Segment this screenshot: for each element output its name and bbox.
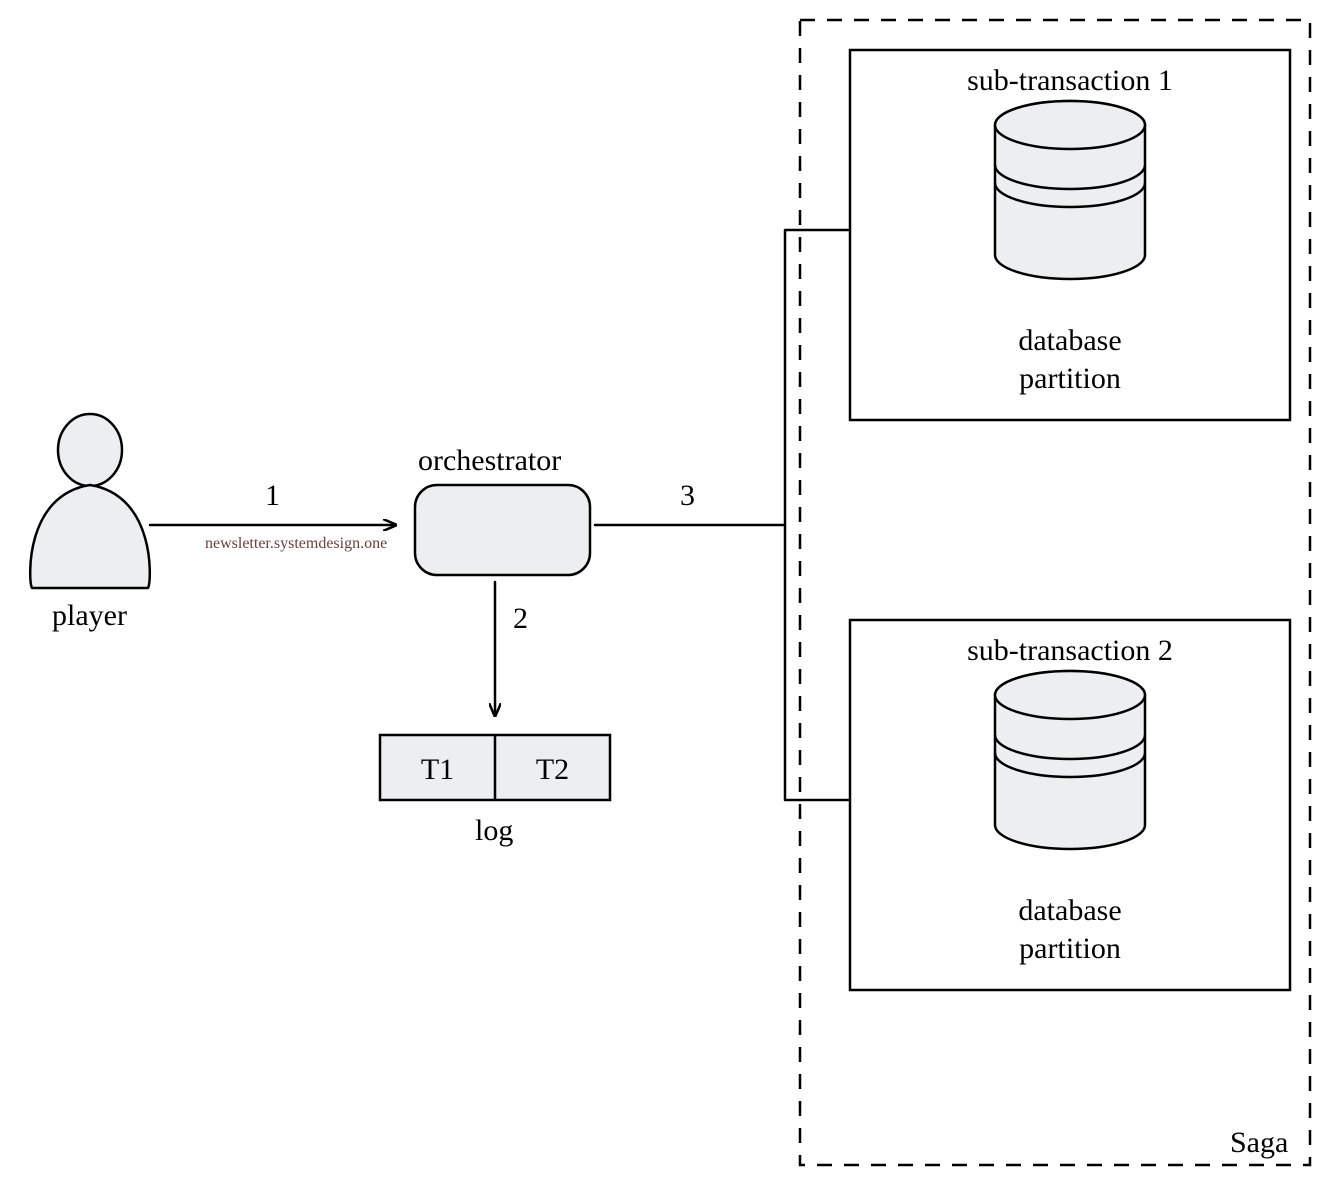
db2-label-line2: partition bbox=[1019, 932, 1121, 965]
log-cell-2: T2 bbox=[536, 753, 569, 786]
log-table: T1 T2 bbox=[380, 735, 610, 800]
orchestrator-label: orchestrator bbox=[418, 444, 561, 477]
database-icon-2 bbox=[995, 671, 1145, 849]
sub-transaction-2: sub-transaction 2 database partition bbox=[850, 620, 1290, 990]
db1-label-line2: partition bbox=[1019, 362, 1121, 395]
player-label: player bbox=[52, 599, 127, 632]
subtx1-label: sub-transaction 1 bbox=[967, 64, 1173, 97]
saga-label: Saga bbox=[1230, 1126, 1288, 1159]
orchestrator-box bbox=[415, 485, 590, 575]
edge-label-e1: 1 bbox=[265, 479, 280, 512]
watermark-text: newsletter.systemdesign.one bbox=[205, 535, 387, 552]
db2-label-line1: database bbox=[1018, 894, 1121, 927]
edge-e3 bbox=[595, 230, 848, 800]
edge-label-e2: 2 bbox=[513, 602, 528, 635]
player-icon bbox=[30, 414, 150, 588]
edge-label-e3: 3 bbox=[680, 479, 695, 512]
log-cell-1: T1 bbox=[421, 753, 454, 786]
sub-transaction-1: sub-transaction 1 database partition bbox=[850, 50, 1290, 420]
subtx2-label: sub-transaction 2 bbox=[967, 634, 1173, 667]
database-icon-1 bbox=[995, 101, 1145, 279]
log-label: log bbox=[475, 814, 513, 847]
db1-label-line1: database bbox=[1018, 324, 1121, 357]
